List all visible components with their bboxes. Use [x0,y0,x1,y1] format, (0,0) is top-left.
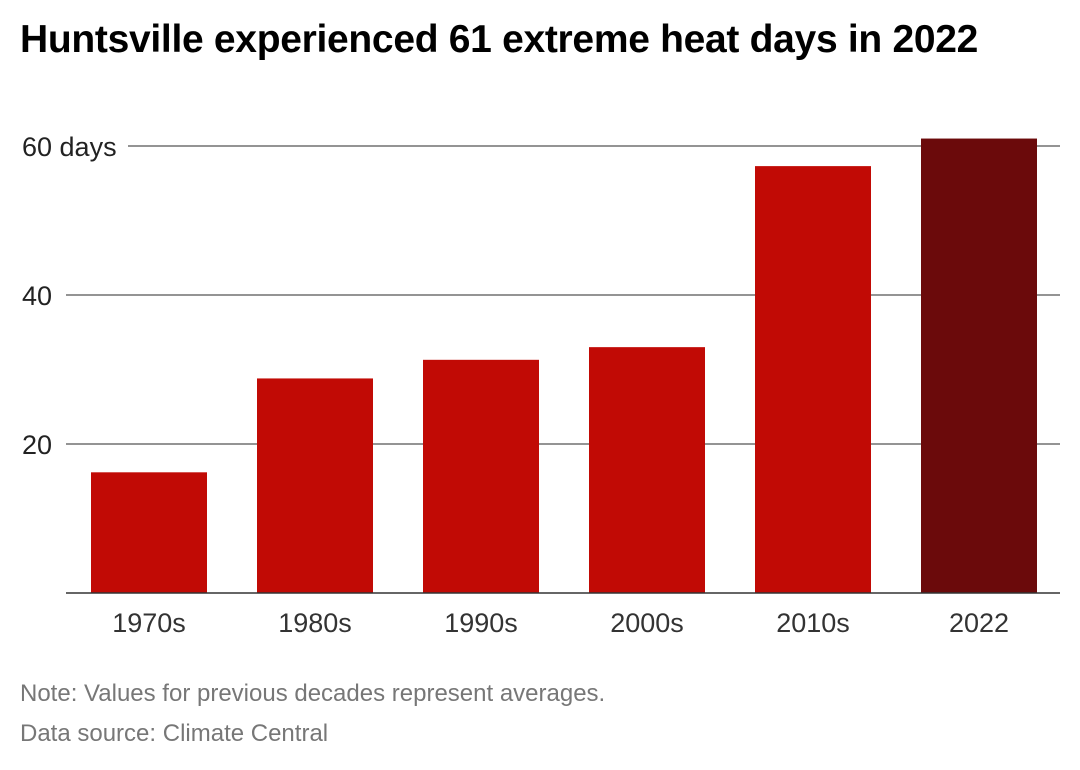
bars [91,138,1037,594]
bar-1970s [91,472,207,593]
gridlines: 20 40 60 days [22,132,1060,460]
bar-1980s [257,378,373,593]
bar-2000s [589,347,705,593]
x-tick-label: 2000s [610,608,684,638]
bar-1990s [423,359,539,593]
chart-title: Huntsville experienced 61 extreme heat d… [20,18,979,61]
data-source: Data source: Climate Central [20,720,329,747]
y-tick-label: 40 [22,281,52,311]
y-tick-label: 60 days [22,132,117,162]
x-tick-label: 1980s [278,608,352,638]
bar-2010s [755,166,871,594]
x-tick-label: 1970s [112,608,186,638]
x-tick-label: 1990s [444,608,518,638]
bar-2022 [921,138,1037,594]
x-tick-label: 2010s [776,608,850,638]
x-axis: 1970s 1980s 1990s 2000s 2010s 2022 [66,592,1060,638]
x-tick-label: 2022 [949,608,1009,638]
y-tick-label: 20 [22,430,52,460]
bar-chart: 20 40 60 days 1970s 1980s 1990s 2000s 2010s 202… [22,132,1060,638]
chart-note: Note: Values for previous decades repres… [20,680,606,707]
